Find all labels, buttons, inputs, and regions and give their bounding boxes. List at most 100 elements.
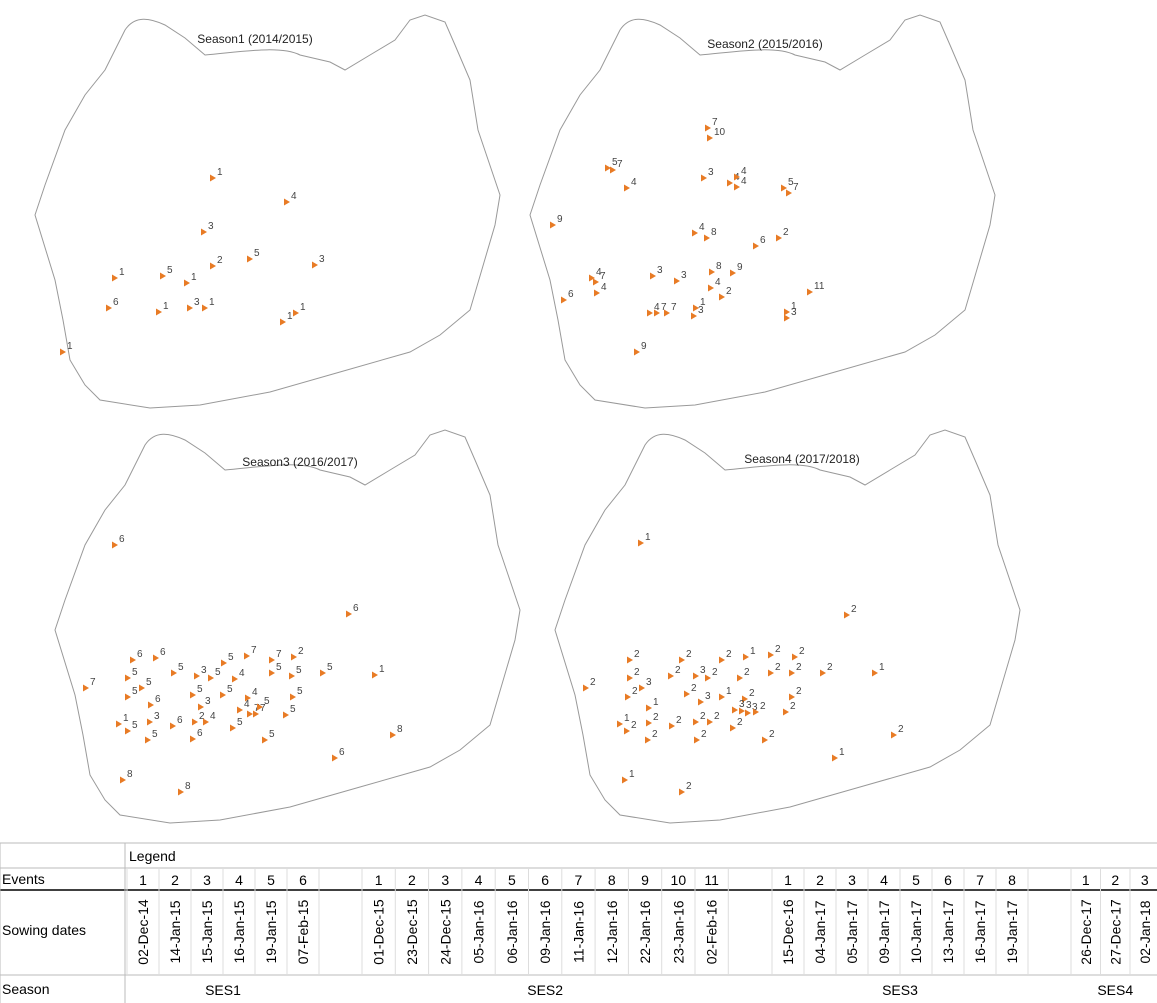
marker-label: 5	[167, 265, 173, 276]
marker	[283, 711, 289, 719]
marker	[153, 654, 159, 662]
marker	[112, 274, 118, 282]
marker	[705, 674, 711, 682]
marker	[624, 727, 630, 735]
marker-label: 8	[397, 724, 403, 735]
marker-label: 4	[741, 166, 747, 177]
marker	[583, 684, 589, 692]
marker-label: 2	[631, 720, 637, 731]
marker-label: 7	[90, 677, 96, 688]
marker-label: 1	[119, 267, 125, 278]
sowing-date: 23-Jan-16	[670, 900, 686, 963]
marker	[691, 312, 697, 320]
marker-label: 4	[601, 282, 607, 293]
marker	[253, 710, 259, 718]
sowing-date: 16-Jan-17	[972, 900, 988, 963]
marker-label: 2	[726, 649, 732, 660]
marker-label: 1	[645, 532, 651, 543]
event-number: 5	[267, 872, 275, 888]
marker-label: 2	[712, 667, 718, 678]
marker-label: 5	[237, 717, 243, 728]
marker	[768, 651, 774, 659]
marker-label: 1	[700, 297, 706, 308]
marker	[247, 710, 253, 718]
marker-label: 5	[290, 704, 296, 715]
marker-label: 1	[191, 272, 197, 283]
marker-label: 2	[675, 665, 681, 676]
marker-label: 3	[752, 702, 758, 713]
marker-label: 6	[760, 235, 766, 246]
marker	[187, 304, 193, 312]
marker-label: 5	[146, 677, 152, 688]
marker-label: 5	[264, 696, 270, 707]
marker-label: 11	[814, 281, 825, 292]
marker	[390, 731, 396, 739]
marker-label: 2	[590, 677, 596, 688]
event-number: 9	[641, 872, 649, 888]
marker	[244, 652, 250, 660]
event-number: 4	[235, 872, 243, 888]
marker-label: 6	[568, 289, 574, 300]
event-number: 5	[508, 872, 516, 888]
marker-label: 5	[132, 720, 138, 731]
marker	[668, 672, 674, 680]
marker	[232, 675, 238, 683]
sowing-date: 19-Jan-15	[263, 900, 279, 963]
event-number: 5	[912, 872, 920, 888]
marker-label: 8	[716, 261, 722, 272]
marker-label: 1	[163, 301, 169, 312]
marker-label: 5	[327, 662, 333, 673]
marker-label: 7	[661, 302, 667, 313]
marker-label: 4	[741, 176, 747, 187]
marker-label: 1	[624, 713, 630, 724]
marker	[83, 684, 89, 692]
marker	[701, 174, 707, 182]
sowing-date: 05-Jan-17	[844, 900, 860, 963]
marker-label: 2	[217, 255, 223, 266]
marker-label: 2	[634, 667, 640, 678]
marker-label: 5	[228, 652, 234, 663]
marker	[639, 684, 645, 692]
season-label: SES2	[527, 982, 563, 998]
marker-label: 6	[339, 747, 345, 758]
marker	[709, 268, 715, 276]
marker	[719, 293, 725, 301]
marker-label: 8	[127, 769, 133, 780]
marker-label: 2	[744, 667, 750, 678]
marker-label: 6	[137, 649, 143, 660]
row-label: Season	[2, 981, 49, 997]
marker	[789, 669, 795, 677]
marker	[160, 272, 166, 280]
marker-label: 3	[205, 696, 211, 707]
marker	[593, 278, 599, 286]
event-number: 7	[976, 872, 984, 888]
marker	[625, 693, 631, 701]
marker	[707, 718, 713, 726]
marker	[237, 706, 243, 714]
event-number: 2	[171, 872, 179, 888]
marker-label: 1	[791, 301, 797, 312]
marker-label: 2	[701, 729, 707, 740]
marker	[781, 184, 787, 192]
marker-label: 7	[276, 649, 282, 660]
marker	[634, 348, 640, 356]
sowing-date: 23-Dec-15	[404, 899, 420, 965]
sowing-date: 09-Jan-17	[876, 900, 892, 963]
marker	[734, 173, 740, 181]
map-outline	[529, 14, 996, 409]
marker	[312, 261, 318, 269]
sowing-date: 01-Dec-15	[371, 899, 387, 965]
marker-label: 3	[705, 691, 711, 702]
marker	[704, 234, 710, 242]
marker	[745, 709, 751, 717]
marker-label: 2	[769, 729, 775, 740]
marker-label: 3	[700, 665, 706, 676]
row-label: Events	[2, 871, 45, 887]
marker-label: 10	[714, 127, 726, 138]
event-number: 1	[1082, 872, 1090, 888]
marker	[60, 348, 66, 356]
marker	[638, 539, 644, 547]
marker-label: 1	[653, 697, 659, 708]
marker-label: 4	[654, 302, 660, 313]
marker	[125, 727, 131, 735]
